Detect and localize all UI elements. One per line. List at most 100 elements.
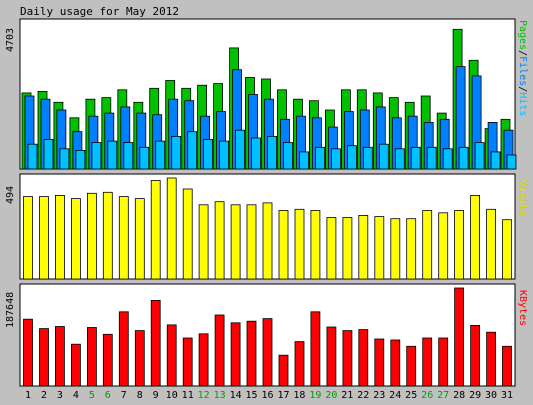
bar-pages-day-10 [171,135,182,170]
bar-kbytes-day-17 [278,354,289,387]
bar-kbytes-day-11 [182,337,193,387]
bar-visits-day-23 [374,216,385,280]
bar-kbytes-day-5 [87,327,97,387]
x-label-day-26: 26 [421,390,433,401]
bar-pages-day-22 [362,146,373,170]
bar-visits-day-3 [55,194,65,280]
legend-visits: Visits [517,180,528,216]
x-label-day-13: 13 [214,390,226,401]
bar-kbytes-day-22 [358,329,369,387]
bar-kbytes-day-26 [422,337,433,387]
x-label-day-25: 25 [405,390,417,401]
bar-pages-day-5 [91,142,102,170]
bar-pages-day-9 [155,140,166,170]
legend-kbytes: KBytes [517,290,528,326]
bar-pages-day-27 [442,148,453,170]
bar-pages-day-11 [187,131,198,170]
x-label-day-29: 29 [469,390,481,401]
x-label-day-18: 18 [293,390,305,401]
bar-visits-day-4 [71,198,81,280]
x-label-day-5: 5 [89,390,95,401]
bar-visits-day-28 [454,210,465,280]
bar-kbytes-day-24 [390,339,401,387]
bar-pages-day-7 [123,142,134,170]
bar-visits-day-24 [390,218,401,280]
x-label-day-11: 11 [182,390,194,401]
bar-kbytes-day-7 [118,311,129,387]
hits-max-label: 4703 [5,28,16,52]
bar-kbytes-day-28 [454,287,465,387]
bar-kbytes-day-18 [294,341,305,387]
bar-pages-day-30 [490,151,501,170]
bar-visits-day-2 [39,196,49,280]
bar-kbytes-day-21 [342,330,353,387]
bar-visits-day-1 [23,196,33,280]
bar-pages-day-20 [330,148,341,170]
legend-pages: Pages [517,20,528,50]
bar-kbytes-day-30 [486,331,497,387]
bar-visits-day-31 [502,219,512,280]
bar-kbytes-day-6 [102,333,113,387]
bar-visits-day-13 [214,201,225,280]
bar-kbytes-day-23 [374,338,385,387]
x-label-day-14: 14 [230,390,242,401]
kbytes-max-label: 187648 [5,292,16,328]
chart-title: Daily usage for May 2012 [20,5,179,18]
bar-pages-day-3 [59,148,70,170]
kbytes-panel [19,283,516,387]
bar-visits-day-15 [246,204,257,280]
bar-visits-day-9 [150,180,161,280]
x-label-day-28: 28 [453,390,465,401]
bar-pages-day-1 [27,143,38,170]
bar-pages-day-8 [139,146,150,170]
bar-kbytes-day-15 [246,320,257,387]
bar-visits-day-11 [182,188,193,280]
x-label-day-1: 1 [25,390,31,401]
bar-pages-day-28 [458,146,469,170]
bar-visits-day-7 [118,196,129,280]
bar-pages-day-6 [107,140,118,170]
x-label-day-6: 6 [105,390,111,401]
x-label-day-17: 17 [277,390,289,401]
bar-pages-day-15 [251,137,261,170]
bar-kbytes-day-14 [230,322,241,387]
bar-visits-day-25 [406,218,417,280]
x-label-day-2: 2 [41,390,47,401]
bar-pages-day-31 [506,154,517,170]
x-label-day-24: 24 [389,390,401,401]
x-label-day-19: 19 [309,390,321,401]
bar-kbytes-day-1 [23,318,33,387]
bar-visits-day-21 [342,217,353,280]
bar-kbytes-day-2 [39,328,49,387]
x-label-day-12: 12 [198,390,210,401]
x-label-day-23: 23 [373,390,385,401]
bar-visits-day-18 [294,208,305,280]
bar-visits-day-6 [102,191,113,280]
bar-pages-day-14 [235,129,246,170]
bar-visits-day-22 [358,214,369,280]
visits-max-label: 494 [5,186,16,204]
x-label-day-27: 27 [437,390,449,401]
bar-kbytes-day-3 [55,326,65,387]
bar-visits-day-5 [87,192,97,280]
bar-pages-day-29 [474,142,485,170]
bar-visits-day-30 [486,208,497,280]
bar-kbytes-day-16 [262,318,273,387]
bar-pages-day-26 [426,146,437,170]
bar-pages-day-25 [410,146,421,170]
bar-pages-day-12 [203,139,214,170]
legend-slash-2: / [517,86,528,92]
x-label-day-8: 8 [137,390,143,401]
bar-visits-day-8 [134,198,145,280]
bar-visits-day-19 [310,210,321,280]
bar-visits-day-29 [470,194,481,280]
x-label-day-21: 21 [341,390,353,401]
bar-visits-day-14 [230,204,241,280]
legend-files: Files [517,56,528,86]
bar-kbytes-day-12 [198,333,209,387]
bar-kbytes-day-25 [406,345,417,387]
bar-kbytes-day-27 [438,337,449,387]
bar-visits-day-10 [166,177,177,280]
bar-kbytes-day-9 [150,299,161,387]
bar-visits-day-27 [438,212,449,280]
